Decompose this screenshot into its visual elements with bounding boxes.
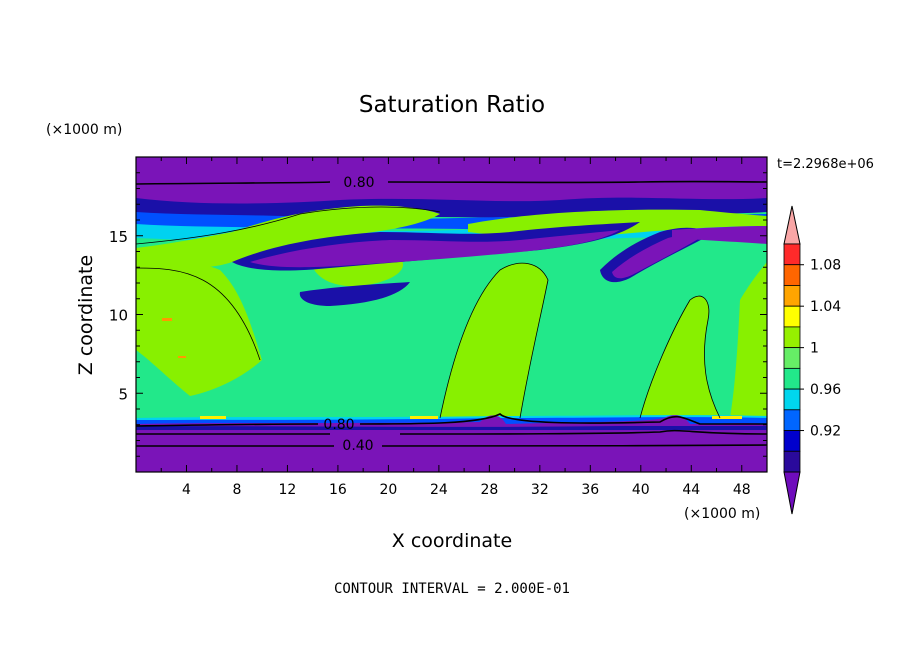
dry-intrusion-2 bbox=[299, 282, 410, 306]
x-tick-label: 40 bbox=[632, 482, 650, 498]
colorbar-box bbox=[783, 367, 801, 390]
contour-field bbox=[136, 157, 767, 472]
x-tick-label: 36 bbox=[581, 482, 599, 498]
supersaturated-spot-5 bbox=[178, 356, 186, 358]
x-tick-label: 28 bbox=[480, 482, 498, 498]
colorbar-box bbox=[783, 243, 801, 266]
y-tick-label: 10 bbox=[109, 307, 128, 325]
y-unit-label: (×1000 m) bbox=[46, 122, 122, 138]
green-region-upper-left bbox=[136, 205, 440, 269]
green-region-far-right bbox=[640, 296, 720, 418]
colorbar-box bbox=[783, 347, 801, 369]
colorbar-label: 0.92 bbox=[810, 424, 841, 440]
green-region-edge-right bbox=[730, 262, 767, 418]
contour-line-lower-2 bbox=[136, 429, 767, 435]
x-axis-label: X coordinate bbox=[392, 530, 512, 552]
colorbar-label: 1.04 bbox=[810, 299, 841, 315]
x-unit-label: (×1000 m) bbox=[684, 506, 760, 522]
green-region-right-mountain bbox=[440, 263, 548, 418]
x-tick-label: 12 bbox=[279, 482, 297, 498]
colorbar-label: 1 bbox=[810, 341, 819, 357]
contour-line-upper bbox=[136, 180, 767, 185]
x-axis-ticks: 4 8 12 16 20 24 28 32 36 40 44 48 bbox=[160, 157, 751, 498]
x-tick-label: 48 bbox=[733, 482, 751, 498]
colorbar-box bbox=[783, 430, 801, 452]
colorbar-bottom-triangle bbox=[783, 471, 801, 515]
contour-label: 0.80 bbox=[343, 175, 374, 191]
x-tick-label: 8 bbox=[232, 482, 241, 498]
colorbar-label: 1.08 bbox=[810, 258, 841, 274]
x-tick-label: 44 bbox=[682, 482, 700, 498]
colorbar: 1.08 1.04 1 0.96 0.92 bbox=[783, 205, 841, 515]
colorbar-box bbox=[783, 388, 801, 411]
supersaturated-spot-2 bbox=[410, 416, 438, 419]
colorbar-box bbox=[783, 450, 801, 473]
supersaturated-spot-1 bbox=[200, 416, 226, 419]
y-tick-label: 5 bbox=[118, 385, 128, 403]
dry-intrusion-1-core bbox=[250, 230, 620, 268]
contour-label: 0.40 bbox=[342, 438, 373, 454]
contour-label: 0.80 bbox=[323, 417, 354, 433]
contour-interval-footer: CONTOUR INTERVAL = 2.000E-01 bbox=[334, 581, 570, 597]
lower-deep-layer bbox=[136, 426, 767, 430]
contour-labels: 0.80 0.80 0.40 bbox=[323, 175, 374, 454]
supersaturated-spot-3 bbox=[712, 416, 742, 419]
colorbar-box bbox=[783, 409, 801, 431]
contour-line-mid bbox=[136, 206, 721, 419]
dry-intrusion-3-core bbox=[612, 235, 700, 279]
supersaturated-spot-4 bbox=[162, 318, 172, 321]
colorbar-top-triangle bbox=[783, 205, 801, 245]
x-tick-label: 32 bbox=[531, 482, 549, 498]
y-axis-ticks: 5 10 15 bbox=[109, 172, 767, 457]
colorbar-box bbox=[783, 305, 801, 328]
x-tick-label: 16 bbox=[329, 482, 347, 498]
lower-dry-band bbox=[136, 415, 767, 472]
y-axis-label: Z coordinate bbox=[75, 255, 97, 375]
colorbar-box bbox=[783, 326, 801, 349]
x-tick-label: 24 bbox=[430, 482, 448, 498]
colorbar-label: 0.96 bbox=[810, 382, 841, 398]
y-tick-label: 15 bbox=[109, 228, 128, 246]
colorbar-box bbox=[783, 264, 801, 286]
chart-title: Saturation Ratio bbox=[359, 92, 545, 118]
contour-line-lower-3 bbox=[136, 444, 767, 447]
x-tick-label: 20 bbox=[379, 482, 397, 498]
colorbar-box bbox=[783, 285, 801, 307]
dry-intrusion-4 bbox=[672, 226, 767, 244]
green-region-mid-band bbox=[136, 260, 262, 396]
contour-line-lower-1 bbox=[136, 413, 767, 427]
time-label: t=2.2968e+06 bbox=[777, 157, 874, 172]
x-tick-label: 4 bbox=[182, 482, 191, 498]
